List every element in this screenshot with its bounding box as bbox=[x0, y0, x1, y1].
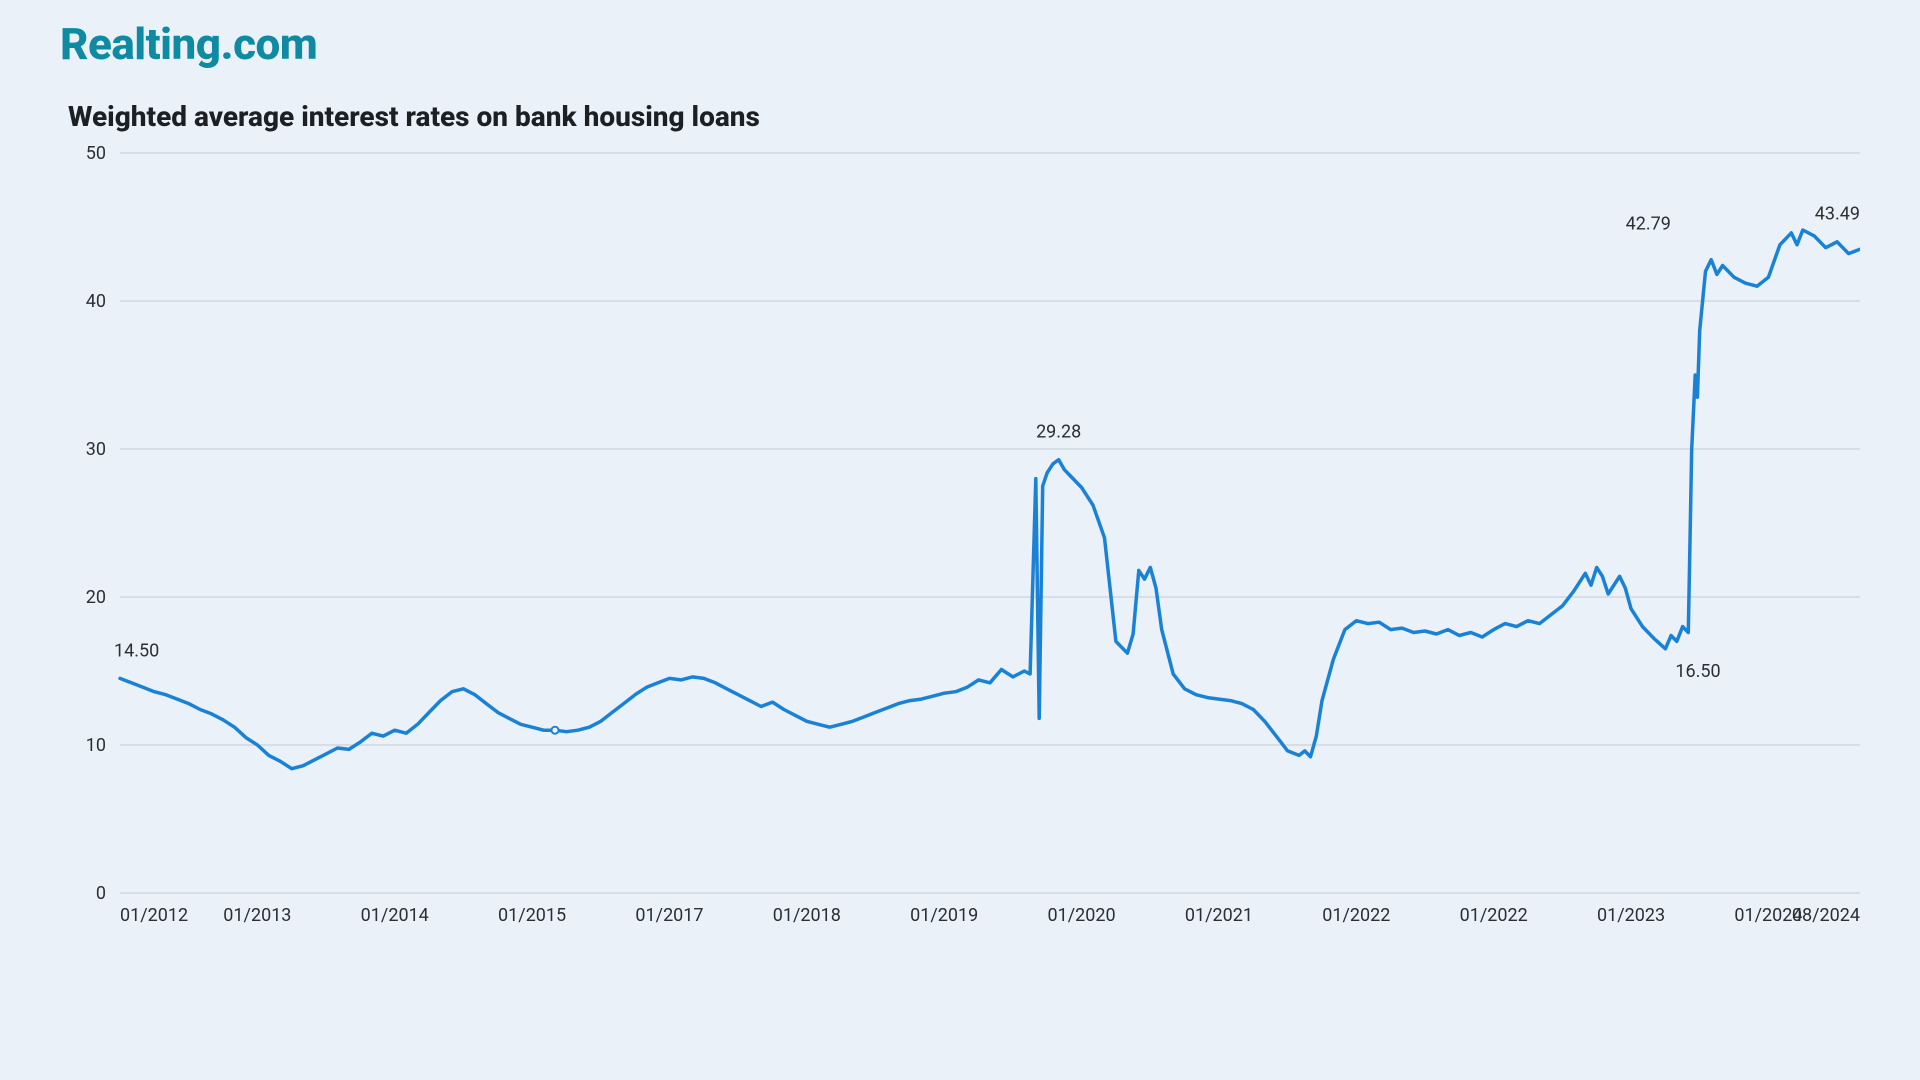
line-chart: 0 10 20 30 40 50 01/2012 01/2013 01/2014 01/2015 0… bbox=[60, 143, 1860, 963]
x-axis-tick-label: 01/2022 bbox=[1322, 905, 1390, 926]
x-axis-tick-label: 01/2018 bbox=[773, 905, 841, 926]
series-marker-dot bbox=[552, 727, 559, 734]
data-callout: 43.49 bbox=[1815, 203, 1860, 224]
x-axis-tick-label: 01/2021 bbox=[1185, 905, 1253, 926]
chart-title: Weighted average interest rates on bank … bbox=[68, 100, 1890, 133]
x-axis-tick-label: 01/2015 bbox=[498, 905, 566, 926]
data-callout: 29.28 bbox=[1036, 422, 1081, 443]
rate-series-line bbox=[120, 230, 1860, 769]
chart-container: 0 10 20 30 40 50 01/2012 01/2013 01/2014 01/2015 0… bbox=[60, 143, 1860, 963]
data-callout: 14.50 bbox=[114, 640, 159, 661]
y-axis-tick-label: 10 bbox=[86, 735, 106, 756]
x-axis-tick-label: 01/2014 bbox=[361, 905, 429, 926]
x-axis-tick-label: 01/2022 bbox=[1460, 905, 1528, 926]
x-axis-tick-label: 01/2023 bbox=[1597, 905, 1665, 926]
x-axis-tick-label: 01/2020 bbox=[1048, 905, 1116, 926]
y-axis-tick-label: 40 bbox=[86, 291, 106, 312]
y-axis-tick-label: 30 bbox=[86, 439, 106, 460]
y-axis-tick-label: 20 bbox=[86, 587, 106, 608]
x-axis-tick-label: 01/2019 bbox=[910, 905, 978, 926]
site-logo: Realting.com bbox=[60, 18, 1890, 70]
data-callout: 42.79 bbox=[1626, 214, 1671, 235]
x-axis-tick-label: 08/2024 bbox=[1792, 905, 1860, 926]
data-callout: 16.50 bbox=[1675, 661, 1720, 682]
y-axis-tick-label: 0 bbox=[96, 883, 106, 904]
x-axis-tick-label: 01/2012 bbox=[120, 905, 188, 926]
x-axis-tick-label: 01/2017 bbox=[635, 905, 703, 926]
y-axis-tick-label: 50 bbox=[86, 143, 106, 164]
x-axis-tick-label: 01/2013 bbox=[223, 905, 291, 926]
page-root: Realting.com Weighted average interest r… bbox=[0, 0, 1920, 1080]
